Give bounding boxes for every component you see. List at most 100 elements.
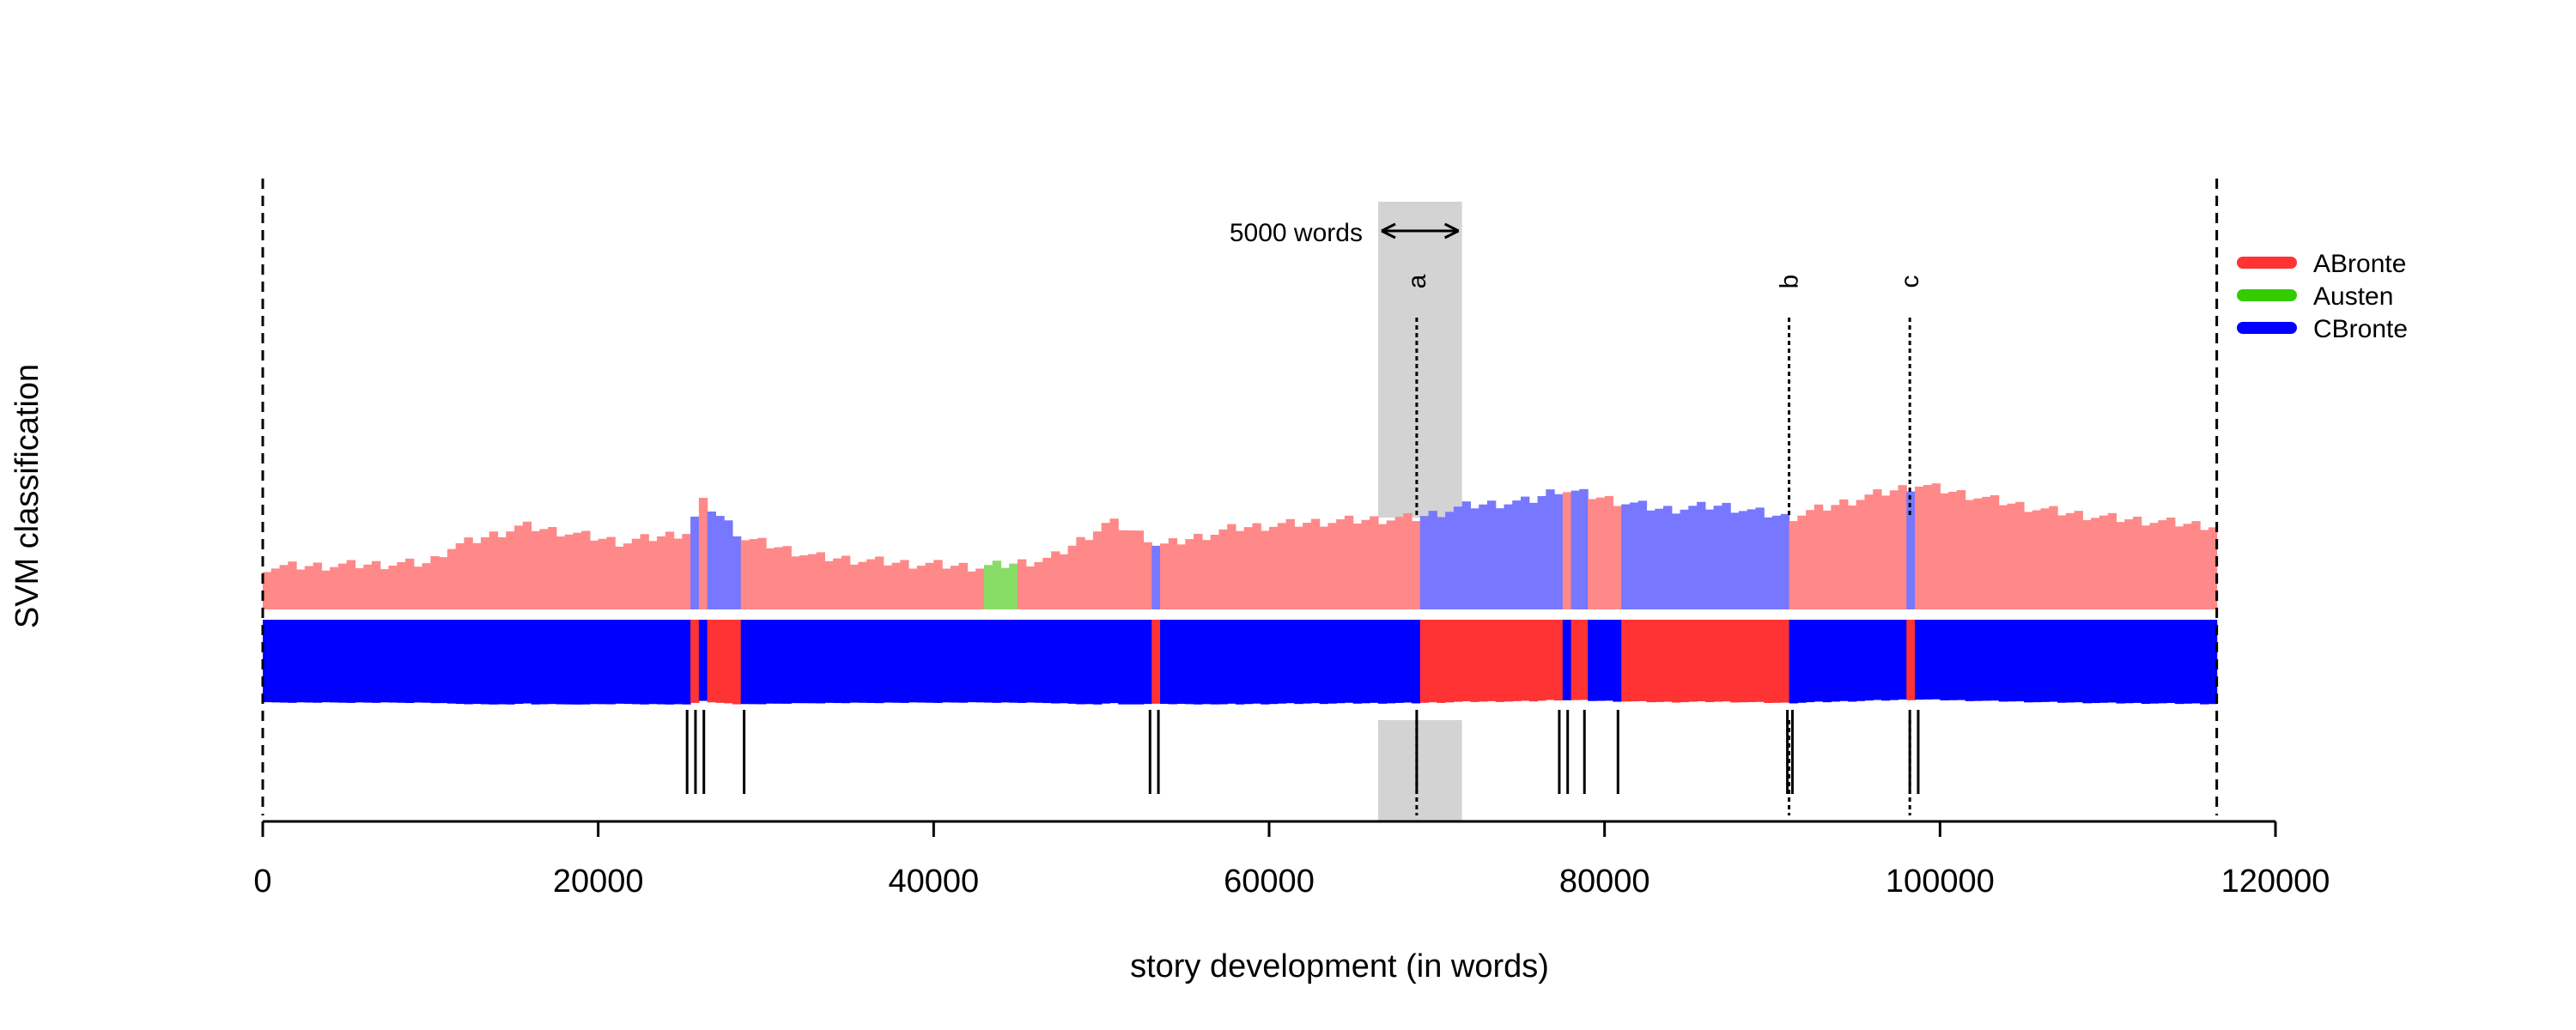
bar-upper-abronte bbox=[472, 542, 482, 609]
bar-lower-cbronte bbox=[1412, 620, 1421, 704]
bar-upper-abronte bbox=[1201, 540, 1212, 609]
bar-upper-abronte bbox=[1814, 504, 1824, 609]
bar-lower-cbronte bbox=[623, 620, 633, 705]
bar-lower-cbronte bbox=[2208, 620, 2218, 705]
bar-lower-cbronte bbox=[1042, 620, 1052, 704]
bar-upper-abronte bbox=[455, 542, 465, 609]
bar-upper-abronte bbox=[405, 558, 415, 609]
bar-upper-cbronte bbox=[1453, 506, 1463, 609]
bar-lower-cbronte bbox=[2082, 620, 2092, 704]
bar-upper-abronte bbox=[1134, 530, 1145, 609]
bar-lower-abronte bbox=[1521, 620, 1530, 701]
bar-lower-cbronte bbox=[548, 620, 557, 705]
bar-lower-cbronte bbox=[900, 620, 909, 703]
bar-upper-abronte bbox=[1965, 500, 1974, 609]
bar-lower-cbronte bbox=[397, 620, 406, 703]
bar-lower-cbronte bbox=[464, 620, 473, 705]
bar-upper-abronte bbox=[2166, 517, 2176, 609]
bar-lower-abronte bbox=[1713, 620, 1722, 702]
classification-bars bbox=[263, 483, 2218, 705]
bar-upper-abronte bbox=[1109, 518, 1119, 609]
bar-upper-abronte bbox=[514, 525, 524, 609]
bar-upper-cbronte bbox=[1663, 506, 1673, 609]
bar-upper-cbronte bbox=[1579, 488, 1589, 609]
bar-upper-abronte bbox=[363, 564, 373, 609]
bar-upper-abronte bbox=[1923, 485, 1933, 609]
bar-upper-abronte bbox=[1831, 505, 1840, 609]
bar-lower-cbronte bbox=[1168, 620, 1178, 705]
marker-label-a: a bbox=[1403, 274, 1431, 288]
bar-upper-abronte bbox=[1797, 515, 1807, 609]
bar-lower-abronte bbox=[1495, 620, 1505, 702]
bar-lower-cbronte bbox=[1898, 620, 1907, 700]
bar-lower-abronte bbox=[1780, 620, 1790, 703]
bar-lower-cbronte bbox=[1595, 620, 1606, 701]
bar-lower-cbronte bbox=[1336, 620, 1346, 704]
bar-upper-cbronte bbox=[1528, 502, 1539, 609]
bar-upper-cbronte bbox=[1906, 491, 1916, 609]
bar-upper-austen bbox=[1000, 567, 1010, 609]
bar-lower-cbronte bbox=[1185, 620, 1194, 705]
window-layer: 5000 words bbox=[1230, 202, 1462, 821]
bar-lower-cbronte bbox=[908, 620, 918, 703]
bar-upper-abronte bbox=[380, 569, 390, 609]
bar-upper-abronte bbox=[942, 568, 951, 609]
bar-lower-abronte bbox=[690, 620, 700, 703]
bar-upper-cbronte bbox=[1655, 508, 1664, 609]
bar-upper-abronte bbox=[1806, 510, 1815, 609]
bar-lower-cbronte bbox=[774, 620, 784, 704]
bar-upper-abronte bbox=[866, 559, 876, 609]
x-axis-label: story development (in words) bbox=[1130, 948, 1549, 985]
bar-lower-cbronte bbox=[2183, 620, 2192, 704]
bar-upper-abronte bbox=[2132, 516, 2142, 609]
bar-upper-abronte bbox=[1998, 505, 2008, 609]
bar-lower-cbronte bbox=[1303, 620, 1312, 704]
bar-upper-abronte bbox=[321, 570, 331, 609]
bar-upper-abronte bbox=[1982, 496, 1991, 609]
bar-lower-cbronte bbox=[1285, 620, 1295, 704]
bar-upper-abronte bbox=[740, 540, 750, 609]
bar-lower-cbronte bbox=[321, 620, 331, 703]
bar-lower-cbronte bbox=[1822, 620, 1832, 703]
x-tick-label: 120000 bbox=[2221, 863, 2330, 900]
bar-lower-cbronte bbox=[2024, 620, 2033, 703]
bar-lower-cbronte bbox=[380, 620, 390, 703]
bar-lower-cbronte bbox=[1377, 620, 1388, 704]
bar-lower-cbronte bbox=[615, 620, 624, 704]
bar-lower-cbronte bbox=[975, 620, 985, 703]
bar-lower-cbronte bbox=[1948, 620, 1958, 700]
bar-lower-cbronte bbox=[2158, 620, 2167, 704]
bar-upper-cbronte bbox=[1738, 511, 1748, 609]
bar-lower-cbronte bbox=[2166, 620, 2176, 704]
bar-lower-cbronte bbox=[1982, 620, 1991, 701]
bar-lower-cbronte bbox=[1856, 620, 1866, 701]
bar-upper-cbronte bbox=[1495, 508, 1505, 609]
bar-lower-abronte bbox=[1428, 620, 1437, 703]
bar-upper-cbronte bbox=[724, 520, 733, 609]
bar-lower-abronte bbox=[1671, 620, 1681, 703]
bar-upper-abronte bbox=[1176, 544, 1186, 609]
bar-lower-cbronte bbox=[1294, 620, 1303, 705]
bar-lower-cbronte bbox=[2074, 620, 2083, 703]
bar-upper-abronte bbox=[648, 541, 658, 609]
bar-lower-cbronte bbox=[2040, 620, 2050, 702]
bar-upper-abronte bbox=[623, 543, 633, 609]
bar-upper-abronte bbox=[2158, 520, 2167, 609]
bar-upper-abronte bbox=[581, 530, 591, 609]
bar-upper-abronte bbox=[2191, 521, 2201, 609]
bar-upper-abronte bbox=[824, 560, 834, 609]
bar-lower-cbronte bbox=[1873, 620, 1882, 700]
bar-lower-abronte bbox=[1151, 620, 1161, 704]
bar-upper-abronte bbox=[1042, 557, 1052, 609]
bar-upper-cbronte bbox=[1521, 496, 1530, 609]
bar-upper-abronte bbox=[413, 566, 423, 609]
bar-lower-cbronte bbox=[950, 620, 960, 703]
bar-lower-cbronte bbox=[1235, 620, 1245, 705]
bar-lower-cbronte bbox=[598, 620, 608, 705]
bar-lower-cbronte bbox=[413, 620, 423, 703]
bar-lower-cbronte bbox=[422, 620, 431, 703]
bar-upper-cbronte bbox=[1546, 489, 1555, 609]
bar-lower-cbronte bbox=[2057, 620, 2067, 703]
bar-upper-abronte bbox=[640, 534, 649, 609]
bar-upper-cbronte bbox=[1772, 515, 1782, 609]
